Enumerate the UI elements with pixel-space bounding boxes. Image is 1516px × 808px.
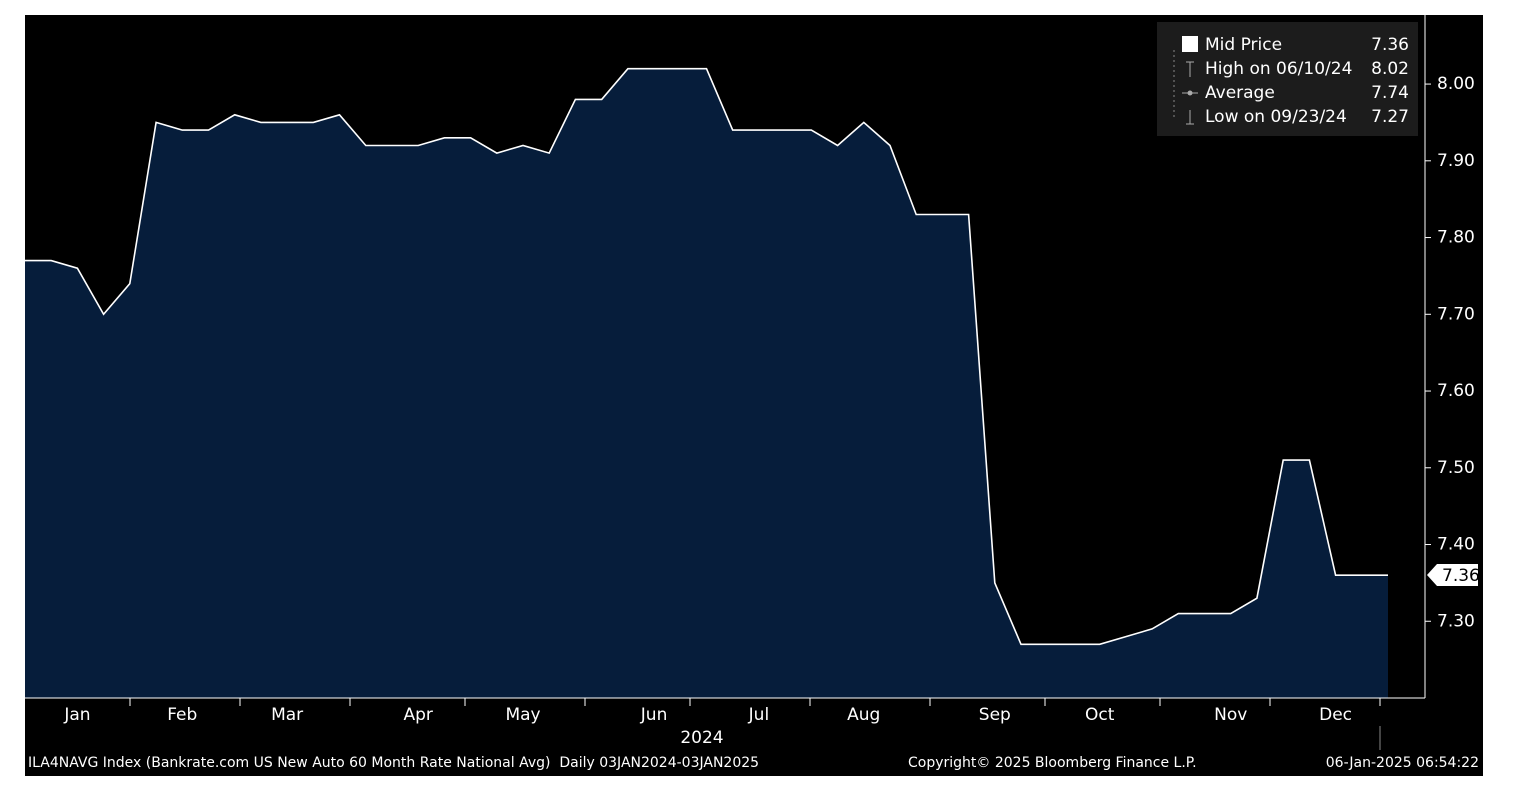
legend-label: Low on 09/23/24	[1205, 107, 1347, 127]
legend-label: Average	[1205, 83, 1275, 103]
footer-description: ILA4NAVG Index (Bankrate.com US New Auto…	[28, 755, 759, 771]
y-tick-label: 8.00	[1437, 74, 1475, 94]
legend-swatch	[1182, 36, 1198, 52]
x-tick-label: Sep	[979, 705, 1011, 725]
legend-label: High on 06/10/24	[1205, 59, 1352, 79]
x-tick-label: Apr	[403, 705, 432, 725]
footer-copyright: Copyright© 2025 Bloomberg Finance L.P.	[908, 755, 1197, 771]
legend-high-icon	[1186, 61, 1194, 77]
area	[25, 68, 1388, 698]
legend-average-dot	[1187, 90, 1193, 96]
y-tick-label: 7.40	[1437, 535, 1475, 555]
legend-box	[1157, 22, 1418, 136]
x-axis-label: 2024	[680, 728, 723, 748]
x-tick-label: Nov	[1214, 705, 1247, 725]
y-tick-label: 7.70	[1437, 304, 1475, 324]
x-tick-label: Dec	[1319, 705, 1352, 725]
x-tick-label: Mar	[271, 705, 303, 725]
y-tick-label: 7.50	[1437, 458, 1475, 478]
last-price-label: 7.36	[1442, 566, 1480, 586]
x-tick-label: Jun	[640, 705, 668, 725]
y-tick-label: 7.80	[1437, 228, 1475, 248]
legend-value: 8.02	[1371, 59, 1409, 79]
y-tick-label: 7.30	[1437, 611, 1475, 631]
x-tick-label: Feb	[167, 705, 197, 725]
x-tick-label: Oct	[1085, 705, 1115, 725]
last-price-tag	[1427, 564, 1478, 586]
legend-label: Mid Price	[1205, 35, 1282, 55]
legend-value: 7.27	[1371, 107, 1409, 127]
line	[25, 67, 1388, 646]
x-tick-label: Jan	[63, 705, 90, 725]
legend-value: 7.74	[1371, 83, 1409, 103]
x-tick-label: Aug	[847, 705, 880, 725]
legend-value: 7.36	[1371, 35, 1409, 55]
legend-low-icon	[1186, 110, 1194, 125]
y-tick-label: 7.60	[1437, 381, 1475, 401]
footer-timestamp: 06-Jan-2025 06:54:22	[1326, 755, 1479, 771]
x-tick-label: Jul	[748, 705, 770, 725]
x-tick-label: May	[505, 705, 540, 725]
y-tick-label: 7.90	[1437, 151, 1475, 171]
